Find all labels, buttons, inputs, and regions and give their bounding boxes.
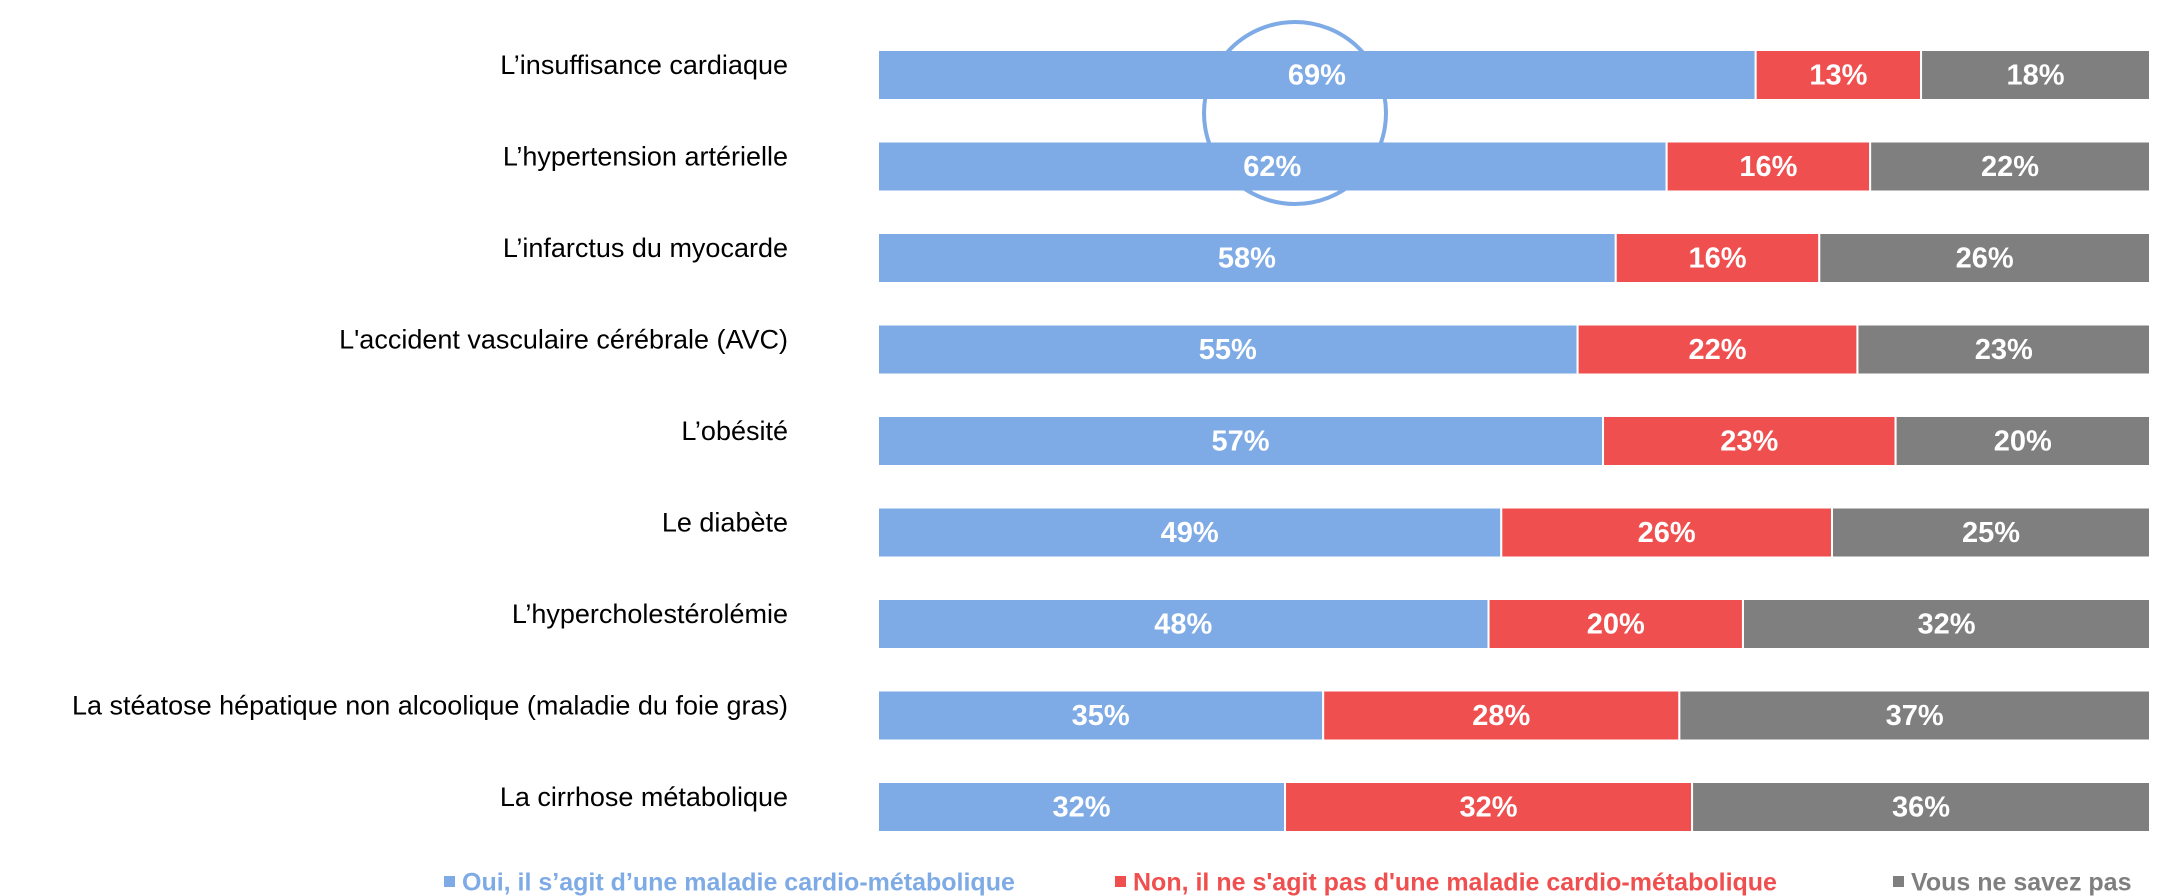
category-label: L'accident vasculaire cérébrale (AVC) (339, 325, 788, 355)
data-label: 23% (1720, 426, 1778, 458)
bar-segment (877, 415, 1605, 467)
category-label: L’hypertension artérielle (503, 142, 788, 172)
category-label: L’insuffisance cardiaque (500, 50, 788, 80)
legend-label: Oui, il s’agit d’une maladie cardio-méta… (462, 869, 1015, 896)
bar-segment (1754, 49, 1923, 101)
bar-segment (877, 781, 1287, 833)
bar-segment (877, 49, 1757, 101)
legend-swatch (444, 876, 455, 887)
data-label: 22% (1688, 334, 1746, 366)
bar-segment (877, 323, 1579, 376)
data-label: 32% (1460, 792, 1518, 824)
data-label: 13% (1809, 60, 1867, 92)
legend-swatch (1893, 876, 1904, 887)
data-label: 32% (1052, 792, 1110, 824)
legend-label: Vous ne savez pas (1911, 869, 2131, 896)
bar-segment (1856, 323, 2151, 376)
data-label: 36% (1892, 792, 1950, 824)
data-label: 26% (1638, 517, 1696, 549)
bar-segment (877, 598, 1490, 650)
bar-segment (877, 232, 1617, 284)
bar-segment (877, 689, 1325, 742)
data-label: 26% (1956, 243, 2014, 275)
data-label: 35% (1072, 700, 1130, 732)
bar-segment (1894, 415, 2151, 467)
data-label: 23% (1975, 334, 2033, 366)
legend-swatch (1115, 876, 1126, 887)
category-label: L’hypercholestérolémie (512, 599, 788, 629)
data-label: 20% (1994, 426, 2052, 458)
category-label: L’obésité (681, 416, 788, 446)
data-label: 69% (1288, 60, 1346, 92)
data-label: 25% (1962, 517, 2020, 549)
bar-segment (1818, 232, 2152, 284)
bar-segment (1831, 506, 2151, 559)
data-label: 48% (1154, 609, 1212, 641)
bar-segment (1869, 140, 2152, 193)
bar-segment (1665, 140, 1872, 193)
bar-segment (1920, 49, 2152, 101)
bar-segment (1602, 415, 1897, 467)
data-label: 20% (1587, 609, 1645, 641)
data-label: 32% (1917, 609, 1975, 641)
bar-segment (1322, 689, 1681, 742)
data-label: 62% (1243, 151, 1301, 183)
bar-segment (1691, 781, 2151, 833)
bar-segment (1500, 506, 1834, 559)
bar-segment (877, 506, 1503, 559)
data-label: 22% (1981, 151, 2039, 183)
highlight-circle (1202, 20, 1388, 206)
data-label: 28% (1472, 700, 1530, 732)
data-label: 37% (1886, 700, 1944, 732)
data-label: 16% (1739, 151, 1797, 183)
data-label: 58% (1218, 243, 1276, 275)
data-label: 49% (1161, 517, 1219, 549)
legend-label: Non, il ne s'agit pas d'une maladie card… (1133, 869, 1777, 896)
data-label: 16% (1688, 243, 1746, 275)
data-label: 55% (1199, 334, 1257, 366)
bar-segment (1741, 598, 2151, 650)
category-label: Le diabète (662, 508, 788, 538)
data-label: 57% (1211, 426, 1269, 458)
category-label: L’infarctus du myocarde (503, 233, 788, 263)
bar-segment (1678, 689, 2151, 742)
category-label: La stéatose hépatique non alcoolique (ma… (72, 691, 788, 721)
data-label: 18% (2006, 60, 2064, 92)
bar-segment (1487, 598, 1744, 650)
category-label: La cirrhose métabolique (500, 782, 788, 812)
bar-segment (1614, 232, 1821, 284)
